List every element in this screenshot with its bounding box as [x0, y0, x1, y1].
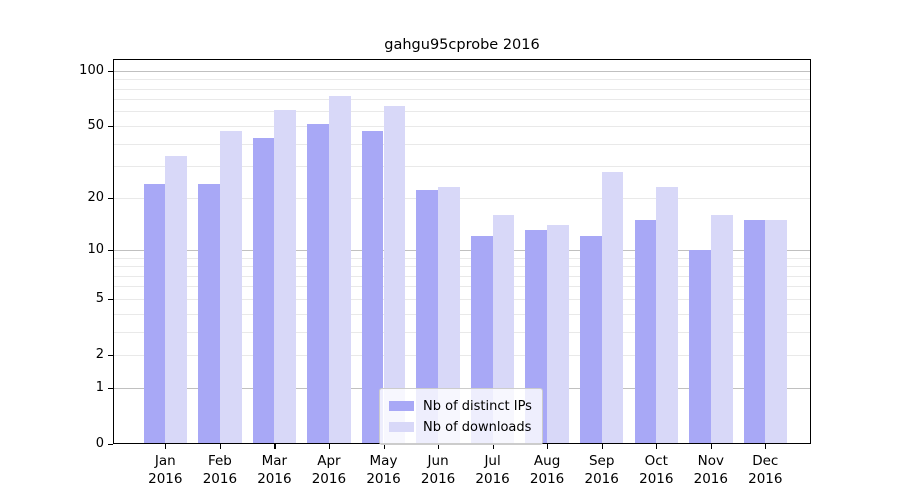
x-tick-label-apr: Apr 2016 — [311, 453, 347, 487]
y-tick-label: 2 — [95, 346, 104, 362]
y-gridline-minor — [114, 257, 810, 259]
x-tick-label-aug: Aug 2016 — [529, 453, 565, 487]
x-tick-label-jun: Jun 2016 — [420, 453, 456, 487]
x-tick-label-oct: Oct 2016 — [639, 453, 674, 487]
bar-distinct-ips-sep — [579, 236, 602, 444]
y-tick-label: 5 — [95, 290, 104, 306]
x-tick — [710, 444, 712, 449]
legend-swatch-downloads — [389, 422, 414, 432]
bar-distinct-ips-mar — [252, 137, 275, 444]
bar-downloads-mar — [274, 110, 297, 444]
bar-downloads-nov — [710, 214, 733, 444]
x-tick-label-dec: Dec 2016 — [748, 453, 783, 487]
y-gridline-minor — [114, 125, 810, 127]
x-tick — [438, 444, 440, 449]
y-gridline-minor — [114, 298, 810, 300]
bar-downloads-sep — [601, 171, 624, 444]
x-tick — [547, 444, 549, 449]
x-tick — [601, 444, 603, 449]
y-gridline-minor — [114, 275, 810, 277]
y-tick-label: 0 — [95, 435, 104, 451]
y-tick-label: 1 — [95, 379, 104, 395]
y-gridline-minor — [114, 266, 810, 267]
y-gridline-minor — [114, 99, 810, 101]
x-tick — [492, 444, 494, 449]
x-tick — [656, 444, 658, 449]
y-gridline-minor — [114, 286, 810, 288]
x-tick-label-mar: Mar 2016 — [257, 453, 292, 487]
y-tick-label: 10 — [87, 241, 104, 257]
y-gridline-minor — [114, 313, 810, 315]
y-gridline-minor — [114, 197, 810, 199]
bar-downloads-jun — [438, 186, 460, 444]
x-tick-label-jul: Jul 2016 — [475, 453, 510, 487]
x-tick — [383, 444, 385, 449]
bar-downloads-feb — [219, 130, 242, 444]
legend-item-downloads: Nb of downloads — [389, 417, 532, 437]
x-tick — [219, 444, 222, 449]
y-gridline-minor — [114, 88, 810, 90]
bar-downloads-may — [383, 106, 406, 444]
bar-distinct-ips-nov — [689, 249, 711, 444]
legend-label-downloads: Nb of downloads — [423, 419, 532, 435]
y-tick — [108, 354, 113, 356]
y-gridline-minor — [114, 166, 810, 168]
bar-distinct-ips-may — [361, 130, 384, 444]
bar-distinct-ips-jan — [143, 183, 166, 444]
x-tick-label-jan: Jan 2016 — [148, 453, 183, 487]
axes-spines — [113, 59, 811, 444]
y-tick-label: 100 — [79, 62, 104, 78]
y-tick — [108, 197, 113, 199]
y-tick — [108, 249, 113, 251]
bar-distinct-ips-dec — [743, 219, 766, 444]
x-tick — [165, 444, 167, 449]
y-tick — [108, 443, 113, 445]
y-tick-label: 20 — [87, 189, 104, 205]
bar-distinct-ips-apr — [307, 124, 329, 444]
bar-distinct-ips-jun — [416, 190, 439, 444]
x-tick-label-nov: Nov 2016 — [693, 453, 728, 487]
bar-downloads-jan — [165, 156, 188, 444]
x-tick-label-feb: Feb 2016 — [202, 453, 238, 487]
y-tick — [108, 70, 113, 72]
legend-label-distinct-ips: Nb of distinct IPs — [423, 398, 532, 414]
legend-swatch-distinct-ips — [389, 401, 414, 411]
y-gridline-minor — [114, 143, 810, 145]
y-tick — [108, 125, 113, 128]
bar-downloads-aug — [547, 224, 569, 444]
bar-downloads-oct — [656, 186, 679, 444]
y-gridline-minor — [114, 354, 810, 356]
y-gridline-minor — [114, 79, 810, 81]
x-tick — [765, 444, 767, 449]
x-tick-label-may: May 2016 — [366, 453, 401, 487]
y-tick — [108, 387, 113, 389]
y-gridline-minor — [114, 331, 810, 333]
y-gridline-major — [114, 70, 810, 72]
bar-distinct-ips-feb — [198, 183, 220, 444]
x-tick-label-sep: Sep 2016 — [584, 453, 619, 487]
chart-title: gahgu95cprobe 2016 — [384, 37, 540, 53]
y-gridline-major — [114, 249, 810, 251]
bar-distinct-ips-oct — [634, 219, 657, 444]
bar-downloads-apr — [328, 95, 351, 444]
bar-downloads-jul — [492, 214, 515, 444]
y-tick — [108, 298, 113, 300]
legend: Nb of distinct IPs Nb of downloads — [379, 388, 543, 445]
legend-item-distinct-ips: Nb of distinct IPs — [389, 396, 532, 416]
x-tick — [328, 444, 331, 449]
y-gridline-minor — [114, 111, 810, 113]
y-tick-label: 50 — [87, 117, 104, 133]
x-tick — [274, 444, 276, 449]
bar-downloads-dec — [765, 219, 788, 444]
